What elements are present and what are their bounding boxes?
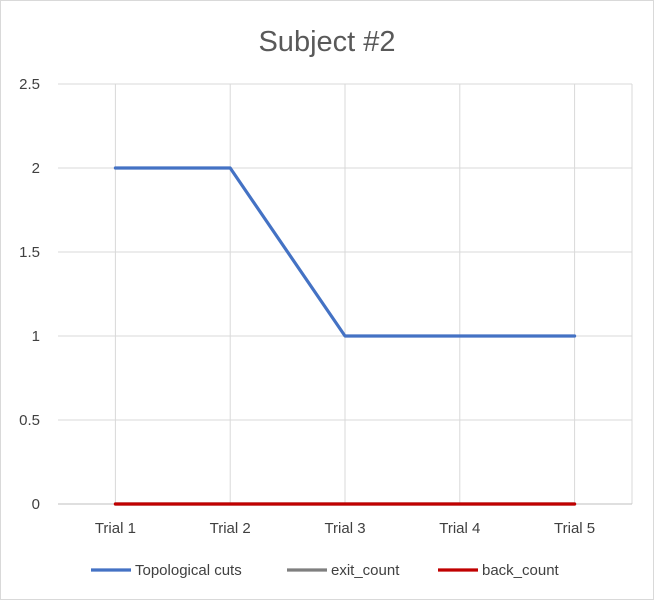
series-lines <box>113 166 577 506</box>
x-axis: Trial 1 Trial 2 Trial 3 Trial 4 Trial 5 <box>95 520 595 537</box>
gridlines <box>58 83 633 505</box>
y-tick-label: 2 <box>32 160 40 177</box>
x-tick-label: Trial 4 <box>439 520 480 537</box>
series-line-topological-cuts <box>113 166 577 338</box>
y-axis: 0 0.5 1 1.5 2 2.5 <box>19 76 40 513</box>
legend: Topological cuts exit_count back_count <box>91 562 560 579</box>
y-tick-label: 0.5 <box>19 412 40 429</box>
y-tick-label: 2.5 <box>19 76 40 93</box>
y-tick-label: 1.5 <box>19 244 40 261</box>
x-tick-label: Trial 3 <box>324 520 365 537</box>
legend-label: Topological cuts <box>135 562 242 579</box>
y-tick-label: 0 <box>32 496 40 513</box>
x-tick-label: Trial 2 <box>210 520 251 537</box>
chart-title: Subject #2 <box>258 26 395 58</box>
y-tick-label: 1 <box>32 328 40 345</box>
x-tick-label: Trial 1 <box>95 520 136 537</box>
legend-label: exit_count <box>331 562 400 579</box>
x-tick-label: Trial 5 <box>554 520 595 537</box>
legend-label: back_count <box>482 562 560 579</box>
